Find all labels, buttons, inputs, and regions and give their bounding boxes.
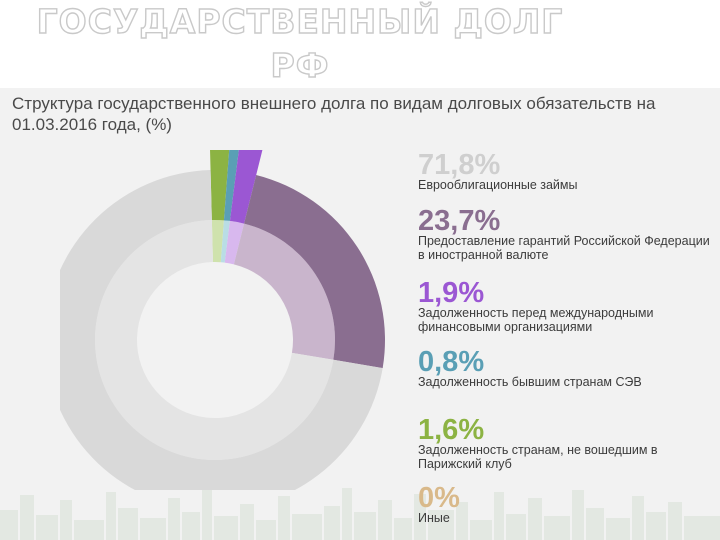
legend-item: 23,7% Предоставление гарантий Российской …: [418, 206, 713, 262]
legend-value: 1,6%: [418, 414, 485, 446]
legend-label: Предоставление гарантий Российской Федер…: [418, 234, 710, 262]
legend-label: Задолженность странам, не вошедшим в Пар…: [418, 443, 658, 471]
legend-label: Иные: [418, 511, 450, 525]
donut-inner-slice-3: [220, 220, 230, 263]
legend-value: 23,7%: [418, 205, 501, 237]
donut-inner-slice-4: [211, 220, 224, 263]
legend-item: 1,6% Задолженность странам, не вошедшим в…: [418, 415, 713, 471]
legend-value: 0%: [418, 482, 460, 514]
legend-value: 1,9%: [418, 277, 485, 309]
donut-hole: [138, 263, 292, 417]
legend-label: Еврооблигационные займы: [418, 178, 578, 192]
donut-outer-slice-2: [229, 150, 263, 224]
donut-chart: [60, 150, 385, 490]
chart-title: Структура государственного внешнего долг…: [12, 94, 656, 134]
donut-outer-slice-3: [223, 150, 239, 221]
city-skyline-decoration: [0, 488, 720, 540]
legend-label: Задолженность перед международными финан…: [418, 306, 654, 334]
legend-item: 0,8% Задолженность бывшим странам СЭВ: [418, 347, 713, 389]
slide-title-line1: ГОСУДАРСТВЕННЫЙ ДОЛГ: [36, 1, 564, 41]
donut-outer-slice-4: [210, 150, 230, 221]
donut-outer-slice-1: [244, 175, 385, 369]
legend-value: 0,8%: [418, 346, 485, 378]
slide-title: ГОСУДАРСТВЕННЫЙ ДОЛГ РФ: [0, 0, 600, 88]
legend-value: 71,8%: [418, 149, 501, 181]
legend-item: 0% Иные: [418, 483, 713, 525]
donut-inner-slice-1: [233, 223, 336, 360]
legend-item: 1,9% Задолженность перед международными ф…: [418, 278, 713, 334]
donut-inner-slice-2: [224, 220, 245, 265]
legend-label: Задолженность бывшим странам СЭВ: [418, 375, 642, 389]
legend-item: 71,8% Еврооблигационные займы: [418, 150, 713, 192]
donut-inner-slice-0: [94, 220, 334, 461]
slide-title-line2: РФ: [270, 45, 330, 85]
